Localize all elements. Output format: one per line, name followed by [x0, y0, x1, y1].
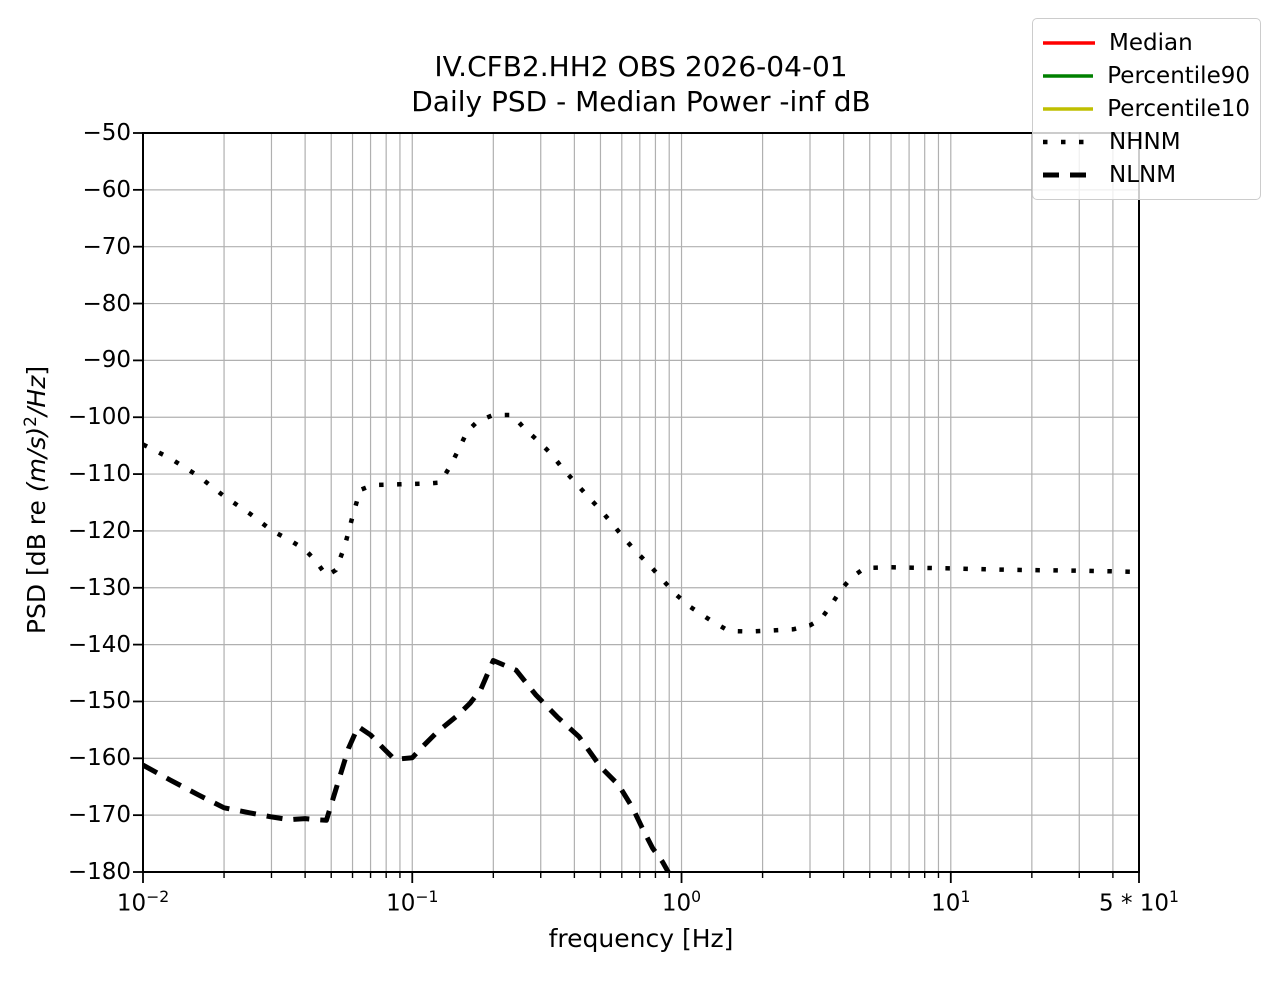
legend-label: NHNM — [1109, 128, 1181, 155]
curve-nhnm — [143, 412, 1139, 634]
legend-entry-percentile10: Percentile10 — [1043, 93, 1250, 126]
y-tick-label: −110 — [67, 461, 131, 488]
chart-title-line2: Daily PSD - Median Power -inf dB — [411, 85, 871, 118]
legend: Median Percentile90 Percentile10 NHNM NLNM — [1032, 18, 1261, 200]
x-tick-label: 5 * 101 — [1099, 887, 1179, 917]
chart-title: IV.CFB2.HH2 OBS 2026-04-01 Daily PSD - M… — [143, 49, 1139, 119]
y-tick-label: −60 — [82, 176, 131, 203]
legend-line-sample-icon — [1043, 41, 1095, 46]
legend-label: Percentile90 — [1107, 63, 1250, 90]
x-tick-label: 10−1 — [386, 887, 439, 917]
legend-label: NLNM — [1109, 161, 1177, 188]
y-tick-label: −130 — [67, 574, 131, 601]
y-tick-label: −70 — [82, 233, 131, 260]
plot-frame — [142, 132, 1140, 873]
legend-label: Median — [1109, 30, 1193, 57]
y-tick-label: −180 — [67, 859, 131, 885]
legend-entry-percentile90: Percentile90 — [1043, 60, 1250, 93]
curve-nlnm — [143, 658, 672, 872]
y-tick-label: −50 — [82, 120, 131, 146]
legend-line-sample-icon — [1043, 107, 1094, 111]
x-axis-label: frequency [Hz] — [548, 924, 734, 953]
legend-entry-nhnm: NHNM — [1043, 125, 1250, 158]
legend-line-sample-icon — [1043, 139, 1095, 145]
y-tick-label: −100 — [67, 404, 131, 431]
legend-label: Percentile10 — [1107, 95, 1250, 122]
x-tick-label: 10−2 — [116, 887, 170, 917]
y-tick-labels: −50 −60 −70 −80 −90 −100 −110 −120 −130 −140 −150 −… — [0, 0, 140, 981]
chart-title-line1: IV.CFB2.HH2 OBS 2026-04-01 — [434, 50, 848, 83]
x-tick-label: 100 — [661, 887, 702, 917]
y-tick-label: −160 — [67, 745, 131, 772]
y-tick-label: −150 — [67, 688, 131, 715]
legend-entry-nlnm: NLNM — [1043, 158, 1250, 191]
legend-entry-median: Median — [1043, 27, 1250, 60]
x-tick-labels: 10−2 10−1 100 101 5 * 101 — [0, 883, 1278, 923]
x-tick-label: 101 — [931, 887, 971, 917]
y-tick-label: −140 — [67, 631, 131, 658]
y-tick-label: −80 — [82, 290, 131, 317]
legend-line-sample-icon — [1043, 74, 1094, 78]
y-tick-label: −120 — [67, 517, 131, 544]
y-tick-label: −170 — [67, 802, 131, 829]
legend-line-sample-icon — [1043, 172, 1095, 178]
y-tick-label: −90 — [82, 347, 131, 374]
